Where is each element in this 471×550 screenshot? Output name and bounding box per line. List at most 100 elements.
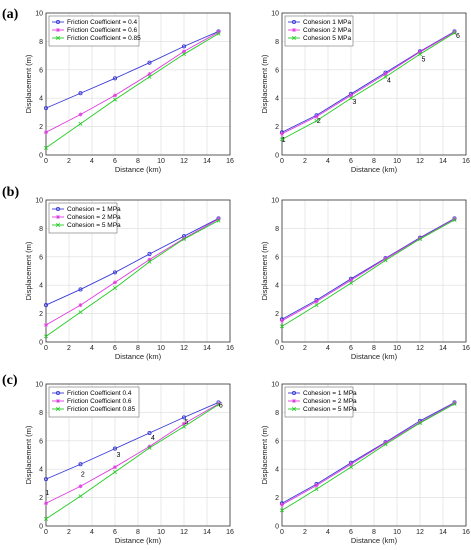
data-point xyxy=(314,114,319,119)
series-line-1 xyxy=(281,402,455,504)
x-tick-label: 8 xyxy=(136,158,140,165)
x-tick-label: 0 xyxy=(44,345,48,352)
series-line-2 xyxy=(45,31,219,133)
x-tick-label: 2 xyxy=(67,345,71,352)
plot-frame xyxy=(45,383,231,527)
y-tick-label: 0 xyxy=(275,153,279,160)
y-tick-label: 8 xyxy=(39,410,43,417)
data-point xyxy=(383,74,388,79)
data-point xyxy=(418,52,422,57)
x-tick-label: 6 xyxy=(349,345,353,352)
data-point xyxy=(147,430,152,436)
data-point xyxy=(452,30,457,35)
legend-marker xyxy=(291,19,297,25)
y-tick-label: 0 xyxy=(39,340,43,347)
data-point xyxy=(383,442,388,447)
data-point xyxy=(147,259,152,264)
legend-marker xyxy=(292,36,296,40)
legend-label: Cohesion = 5 MPa xyxy=(67,222,121,229)
series-line-1 xyxy=(281,31,455,133)
data-point xyxy=(182,236,186,241)
series-line-3 xyxy=(45,220,219,337)
x-tick-label: 12 xyxy=(180,345,188,352)
x-tick-label: 16 xyxy=(226,529,234,536)
x-axis-label: Distance (km) xyxy=(115,352,162,361)
y-tick-label: 6 xyxy=(39,254,43,261)
data-point xyxy=(314,483,319,488)
x-axis-label: Distance (km) xyxy=(115,536,162,545)
x-tick-label: 2 xyxy=(303,345,307,352)
data-point xyxy=(78,91,83,96)
data-point xyxy=(314,299,319,304)
x-tick-label: 4 xyxy=(90,529,94,536)
data-point xyxy=(216,401,221,406)
data-point xyxy=(314,118,319,123)
y-tick-label: 10 xyxy=(271,382,279,389)
data-point xyxy=(349,96,353,101)
data-point xyxy=(182,52,186,57)
y-tick-label: 8 xyxy=(275,410,279,417)
data-point xyxy=(147,74,152,79)
plot-frame xyxy=(281,199,467,343)
data-point xyxy=(418,236,422,241)
data-point xyxy=(349,278,353,283)
y-tick-label: 2 xyxy=(275,495,279,502)
data-point xyxy=(280,131,284,136)
y-tick-label: 0 xyxy=(39,524,43,531)
y-tick-label: 10 xyxy=(271,198,279,205)
x-tick-label: 6 xyxy=(113,158,117,165)
point-label: 2 xyxy=(317,118,321,125)
x-axis-label: Distance (km) xyxy=(351,165,398,174)
y-tick-label: 4 xyxy=(39,283,43,290)
x-axis-label: Distance (km) xyxy=(351,536,398,545)
x-tick-label: 4 xyxy=(326,158,330,165)
data-point xyxy=(216,402,221,407)
legend-label: Cohesion 1 MPa xyxy=(303,19,351,26)
data-point xyxy=(418,237,422,242)
x-tick-label: 2 xyxy=(303,529,307,536)
point-label: 6 xyxy=(456,33,460,40)
y-tick-label: 8 xyxy=(39,226,43,233)
x-tick-label: 12 xyxy=(416,345,424,352)
data-point xyxy=(113,286,117,291)
legend-label: Cohesion = 5 MPa xyxy=(303,406,357,413)
data-point xyxy=(280,324,284,329)
x-tick-label: 8 xyxy=(136,345,140,352)
data-point xyxy=(349,462,353,467)
point-label: 2 xyxy=(81,471,85,478)
data-point xyxy=(181,44,187,49)
series-line-1 xyxy=(45,402,219,480)
data-point xyxy=(44,130,48,135)
data-point xyxy=(216,217,221,222)
x-tick-label: 8 xyxy=(136,529,140,536)
data-point xyxy=(78,287,83,292)
data-point xyxy=(44,334,48,339)
data-point xyxy=(78,121,83,126)
data-point xyxy=(43,477,49,482)
x-axis-label: Distance (km) xyxy=(351,352,398,361)
y-tick-label: 2 xyxy=(39,124,43,131)
legend-label: Friction Coefficient = 0.85 xyxy=(67,35,141,42)
legend-marker xyxy=(56,399,60,403)
data-point xyxy=(147,72,152,77)
x-tick-label: 14 xyxy=(439,158,447,165)
legend-marker xyxy=(56,223,60,227)
legend-label: Cohesion = 2 MPa xyxy=(67,214,121,221)
data-point xyxy=(147,251,152,257)
x-tick-label: 14 xyxy=(439,529,447,536)
y-tick-label: 6 xyxy=(39,67,43,74)
data-point xyxy=(113,280,117,285)
data-point xyxy=(78,462,83,467)
series-line-3 xyxy=(281,219,455,327)
y-axis-label: Displacement (m) xyxy=(24,241,33,300)
point-label: 1 xyxy=(282,137,286,144)
y-tick-label: 4 xyxy=(275,96,279,103)
point-label: 3 xyxy=(116,452,120,459)
y-tick-label: 10 xyxy=(35,198,43,205)
x-tick-label: 0 xyxy=(44,529,48,536)
legend xyxy=(48,202,118,234)
data-point xyxy=(280,502,284,507)
legend xyxy=(48,15,140,47)
data-point xyxy=(383,72,388,77)
